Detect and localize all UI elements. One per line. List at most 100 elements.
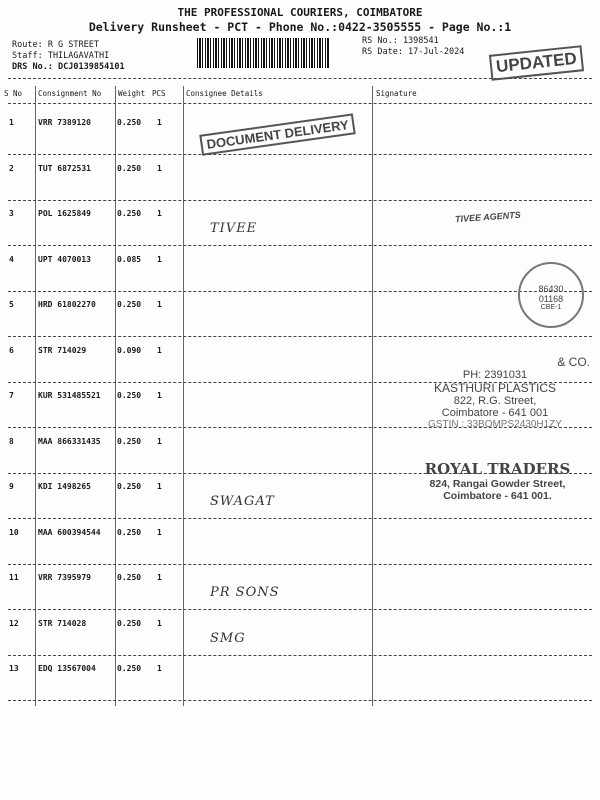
row-divider — [8, 518, 592, 519]
document-title: THE PROFESSIONAL COURIERS, COIMBATORE — [177, 6, 423, 19]
row-consignment-no: UPT 4070013 — [38, 254, 91, 264]
row-sno: 2 — [9, 163, 14, 173]
stamp-line: ROYAL TRADERS — [424, 460, 571, 478]
row-weight: 0.090 — [117, 345, 142, 355]
row-sno: 1 — [9, 118, 14, 127]
seal-line: 86430 — [538, 284, 564, 294]
row-divider — [8, 336, 592, 337]
row-divider — [8, 563, 592, 565]
row-divider — [8, 290, 592, 292]
tivee-stamp: TIVEE AGENTS — [454, 209, 521, 225]
barcode — [197, 38, 329, 68]
col-signature: Signature — [376, 89, 417, 98]
seal-line: 01168 — [538, 294, 564, 304]
row-weight: 0.250 — [117, 573, 142, 582]
route: Route: R G STREET — [12, 40, 99, 50]
row-divider — [8, 700, 592, 701]
row-consignee: SMG — [210, 630, 246, 646]
row-consignee: SWAGAT — [210, 494, 275, 509]
col-sno: S No — [4, 89, 23, 98]
row-weight: 0.250 — [117, 482, 142, 491]
row-sno: 13 — [9, 664, 19, 673]
row-sno: 10 — [9, 527, 19, 537]
row-weight: 0.250 — [117, 118, 142, 127]
stamp-line: GSTIN : 33BOMPS2430H1ZY — [428, 419, 562, 430]
row-consignment-no: MAA 866331435 — [38, 436, 101, 446]
row-pcs: 1 — [157, 209, 162, 218]
row-pcs: 1 — [157, 254, 162, 264]
row-consignment-no: VRR 7389120 — [38, 118, 91, 127]
row-consignment-no: TUT 6872531 — [38, 163, 91, 173]
row-divider — [8, 381, 592, 383]
document-delivery-stamp: DOCUMENT DELIVERY — [199, 113, 356, 156]
row-consignment-no: HRD 61802270 — [38, 300, 96, 309]
round-seal: 86430 01168 CBE-1 — [518, 262, 584, 328]
col-consignment: Consignment No — [38, 89, 102, 98]
row-divider — [8, 427, 592, 428]
col-pcs: PCS — [152, 89, 166, 98]
row-weight: 0.250 — [117, 527, 142, 537]
row-divider — [8, 154, 592, 155]
row-pcs: 1 — [157, 527, 162, 537]
row-sno: 6 — [9, 345, 14, 355]
row-consignment-no: MAA 600394544 — [38, 527, 101, 537]
royal-traders-stamp: ROYAL TRADERS 824, Rangai Gowder Street,… — [405, 460, 590, 502]
stamp-line: Coimbatore - 641 001 — [441, 407, 549, 419]
row-consignment-no: KUR 531485521 — [38, 391, 101, 400]
row-weight: 0.250 — [117, 436, 142, 446]
row-pcs: 1 — [157, 163, 162, 173]
row-weight: 0.085 — [117, 254, 142, 264]
document-subtitle: Delivery Runsheet - PCT - Phone No.:0422… — [88, 20, 512, 34]
row-consignee: PR SONS — [210, 585, 280, 600]
row-pcs: 1 — [157, 573, 162, 582]
row-sno: 8 — [9, 436, 14, 446]
row-consignee: TIVEE — [210, 221, 258, 236]
col-consignee: Consignee Details — [186, 89, 263, 98]
col-weight: Weight — [118, 89, 146, 98]
row-divider — [8, 609, 592, 610]
row-weight: 0.250 — [117, 300, 142, 309]
row-pcs: 1 — [157, 300, 162, 309]
stamp-line: Coimbatore - 641 001. — [443, 490, 552, 502]
rs-date: RS Date: 17-Jul-2024 — [362, 47, 465, 57]
row-pcs: 1 — [157, 436, 162, 446]
row-pcs: 1 — [157, 391, 162, 400]
seal-line: CBE-1 — [540, 304, 562, 311]
updated-stamp: UPDATED — [488, 45, 585, 81]
row-pcs: 1 — [157, 482, 162, 491]
row-divider — [8, 199, 592, 201]
row-weight: 0.250 — [117, 664, 142, 673]
stamp-line: KASTHURI PLASTICS — [433, 381, 557, 395]
row-pcs: 1 — [157, 618, 162, 628]
row-consignment-no: STR 714029 — [38, 345, 87, 355]
stamp-line: PH: 2391031 — [462, 369, 528, 381]
row-pcs: 1 — [157, 664, 162, 673]
row-weight: 0.250 — [117, 391, 142, 400]
row-consignment-no: VRR 7395979 — [38, 573, 91, 582]
row-weight: 0.250 — [117, 209, 142, 218]
stamp-line: 822, R.G. Street, — [453, 395, 537, 407]
stamp-line: 824, Rangai Gowder Street, — [429, 478, 566, 490]
kasthuri-plastics-stamp: & CO. PH: 2391031 KASTHURI PLASTICS 822,… — [400, 355, 590, 430]
row-sno: 9 — [9, 482, 14, 491]
row-sno: 3 — [9, 209, 14, 218]
stamp-line: & CO. — [557, 355, 590, 369]
staff: Staff: THILAGAVATHI — [12, 51, 110, 61]
row-divider — [8, 654, 592, 656]
rs-number: RS No.: 1398541 — [362, 36, 439, 46]
row-consignment-no: EDQ 13567004 — [38, 664, 96, 673]
row-sno: 4 — [9, 254, 14, 264]
row-divider — [8, 245, 592, 246]
row-divider — [8, 472, 592, 474]
row-weight: 0.250 — [117, 618, 142, 628]
row-consignment-no: POL 1625849 — [38, 209, 91, 218]
row-sno: 5 — [9, 300, 14, 309]
row-consignment-no: STR 714028 — [38, 618, 87, 628]
row-consignment-no: KDI 1498265 — [38, 482, 91, 491]
row-weight: 0.250 — [117, 163, 142, 173]
row-sno: 11 — [9, 573, 19, 582]
row-pcs: 1 — [157, 118, 162, 127]
row-pcs: 1 — [157, 345, 162, 355]
row-sno: 7 — [9, 391, 14, 400]
